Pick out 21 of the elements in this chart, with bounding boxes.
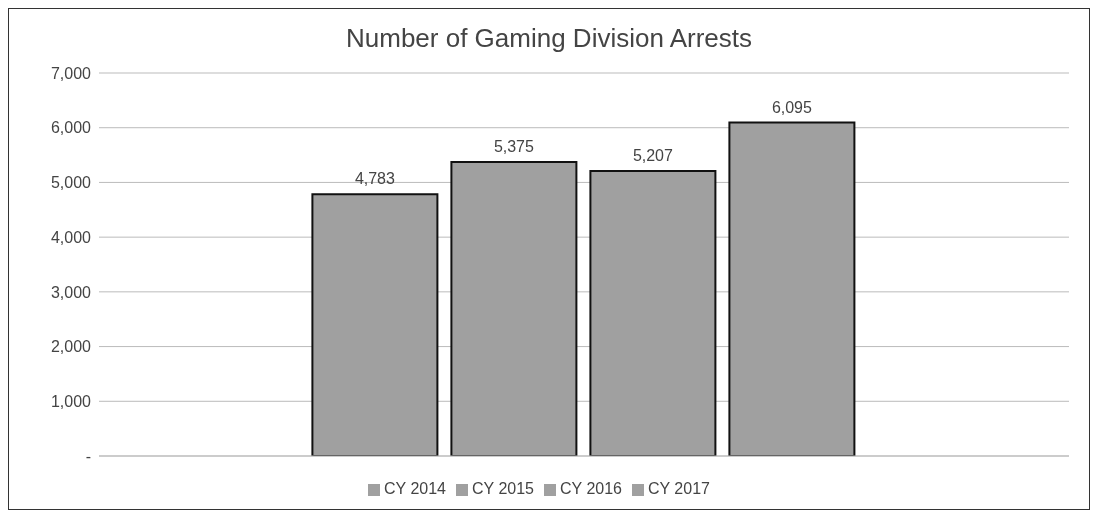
legend-label: CY 2016 <box>560 480 622 497</box>
y-tick-label: 4,000 <box>50 228 92 246</box>
data-label: 5,375 <box>493 137 535 155</box>
legend-label: CY 2017 <box>647 480 710 497</box>
bar <box>450 160 578 456</box>
y-tick-label: 6,000 <box>50 119 92 137</box>
chart-title: Number of Gaming Division Arrests <box>345 22 753 55</box>
data-label: 5,207 <box>632 147 674 165</box>
data-label: 6,095 <box>771 98 813 116</box>
bar <box>589 170 717 456</box>
y-tick-label: - <box>85 447 91 465</box>
y-tick-label: 7,000 <box>50 64 92 82</box>
legend-label: CY 2014 <box>384 480 447 497</box>
bar <box>728 121 856 456</box>
y-tick-label: 5,000 <box>50 174 92 192</box>
y-tick-label: 1,000 <box>50 392 92 410</box>
legend-label: CY 2015 <box>472 480 534 497</box>
data-label: 4,783 <box>354 170 396 188</box>
bar <box>311 193 439 456</box>
y-tick-label: 3,000 <box>50 283 92 301</box>
y-tick-label: 2,000 <box>50 338 92 356</box>
